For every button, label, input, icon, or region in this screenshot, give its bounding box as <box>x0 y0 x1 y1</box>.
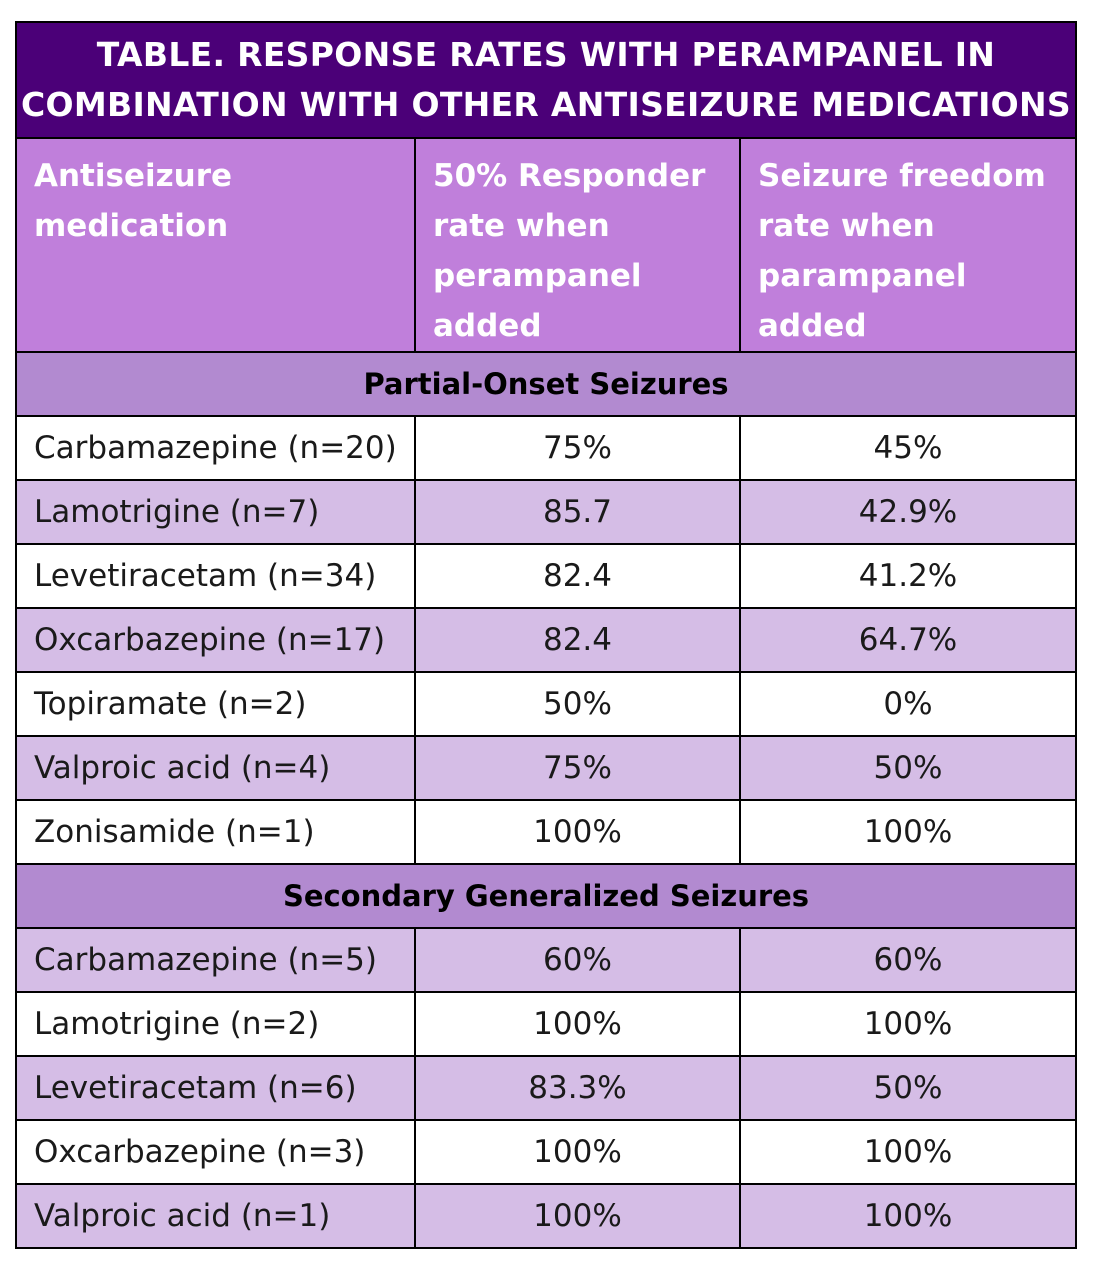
responder-rate-cell: 100% <box>414 1119 741 1185</box>
responder-rate-cell: 60% <box>414 927 741 993</box>
title-row: TABLE. RESPONSE RATES WITH PERAMPANEL IN… <box>14 21 1078 139</box>
table-row: Levetiracetam (n=34) 82.4 41.2% <box>15 543 1078 609</box>
section-label: Partial-Onset Seizures <box>14 351 1078 417</box>
responder-rate-cell: 100% <box>414 1183 741 1249</box>
freedom-rate-cell: 42.9% <box>738 479 1078 545</box>
header-col1-line: Antiseizure <box>34 158 233 194</box>
freedom-rate-cell: 50% <box>738 1055 1078 1121</box>
responder-rate-cell: 83.3% <box>414 1055 741 1121</box>
freedom-rate-cell: 100% <box>738 1119 1078 1185</box>
medication-cell: Oxcarbazepine (n=17) <box>15 607 416 673</box>
table-row: Levetiracetam (n=6) 83.3% 50% <box>15 1055 1078 1121</box>
responder-rate-cell: 100% <box>414 991 741 1057</box>
responder-rate-cell: 50% <box>414 671 741 737</box>
freedom-rate-cell: 100% <box>738 799 1078 865</box>
freedom-rate-cell: 64.7% <box>738 607 1078 673</box>
table-title-line-1: TABLE. RESPONSE RATES WITH PERAMPANEL IN <box>96 35 996 74</box>
freedom-rate-cell: 0% <box>738 671 1078 737</box>
column-header-row: Antiseizure medication 50% Responder rat… <box>15 137 1078 353</box>
table-row: Lamotrigine (n=7) 85.7 42.9% <box>15 479 1078 545</box>
table-row: Carbamazepine (n=20) 75% 45% <box>15 415 1078 481</box>
header-antiseizure-medication: Antiseizure medication <box>15 137 416 353</box>
medication-cell: Lamotrigine (n=7) <box>15 479 416 545</box>
section-row-partial-onset: Partial-Onset Seizures <box>14 351 1078 417</box>
table-row: Zonisamide (n=1) 100% 100% <box>15 799 1078 865</box>
header-seizure-freedom-rate: Seizure freedom rate when parampanel add… <box>738 137 1078 353</box>
table-row: Lamotrigine (n=2) 100% 100% <box>15 991 1078 1057</box>
header-col2-line: perampanel added <box>433 258 642 344</box>
table-row: Valproic acid (n=4) 75% 50% <box>15 735 1078 801</box>
responder-rate-cell: 85.7 <box>414 479 741 545</box>
freedom-rate-cell: 45% <box>738 415 1078 481</box>
response-rates-table: TABLE. RESPONSE RATES WITH PERAMPANEL IN… <box>14 21 1078 1249</box>
medication-cell: Carbamazepine (n=20) <box>15 415 416 481</box>
medication-cell: Lamotrigine (n=2) <box>15 991 416 1057</box>
responder-rate-cell: 82.4 <box>414 543 741 609</box>
table-row: Oxcarbazepine (n=3) 100% 100% <box>15 1119 1078 1185</box>
responder-rate-cell: 100% <box>414 799 741 865</box>
medication-cell: Zonisamide (n=1) <box>15 799 416 865</box>
table-row: Oxcarbazepine (n=17) 82.4 64.7% <box>15 607 1078 673</box>
header-col3-line: added <box>758 308 867 344</box>
header-col3-line: rate when <box>758 208 935 244</box>
medication-cell: Levetiracetam (n=34) <box>15 543 416 609</box>
responder-rate-cell: 82.4 <box>414 607 741 673</box>
freedom-rate-cell: 41.2% <box>738 543 1078 609</box>
responder-rate-cell: 75% <box>414 415 741 481</box>
medication-cell: Oxcarbazepine (n=3) <box>15 1119 416 1185</box>
medication-cell: Valproic acid (n=4) <box>15 735 416 801</box>
header-col2-line: 50% Responder <box>433 158 706 194</box>
section-label: Secondary Generalized Seizures <box>14 863 1078 929</box>
responder-rate-cell: 75% <box>414 735 741 801</box>
table-row: Carbamazepine (n=5) 60% 60% <box>15 927 1078 993</box>
freedom-rate-cell: 60% <box>738 927 1078 993</box>
table-title-line-2: COMBINATION WITH OTHER ANTISEIZURE MEDIC… <box>21 85 1071 124</box>
section-row-secondary-generalized: Secondary Generalized Seizures <box>14 863 1078 929</box>
header-col3-line: Seizure freedom <box>758 158 1046 194</box>
header-col1-line: medication <box>34 208 229 244</box>
header-col2-line: rate when <box>433 208 610 244</box>
medication-cell: Levetiracetam (n=6) <box>15 1055 416 1121</box>
table-row: Valproic acid (n=1) 100% 100% <box>15 1183 1078 1249</box>
header-responder-rate: 50% Responder rate when perampanel added <box>414 137 741 353</box>
table-row: Topiramate (n=2) 50% 0% <box>15 671 1078 737</box>
freedom-rate-cell: 50% <box>738 735 1078 801</box>
header-col3-line: parampanel <box>758 258 967 294</box>
table-title: TABLE. RESPONSE RATES WITH PERAMPANEL IN… <box>14 21 1078 139</box>
medication-cell: Topiramate (n=2) <box>15 671 416 737</box>
freedom-rate-cell: 100% <box>738 1183 1078 1249</box>
response-rates-table-container: TABLE. RESPONSE RATES WITH PERAMPANEL IN… <box>14 21 1078 1249</box>
freedom-rate-cell: 100% <box>738 991 1078 1057</box>
medication-cell: Carbamazepine (n=5) <box>15 927 416 993</box>
medication-cell: Valproic acid (n=1) <box>15 1183 416 1249</box>
